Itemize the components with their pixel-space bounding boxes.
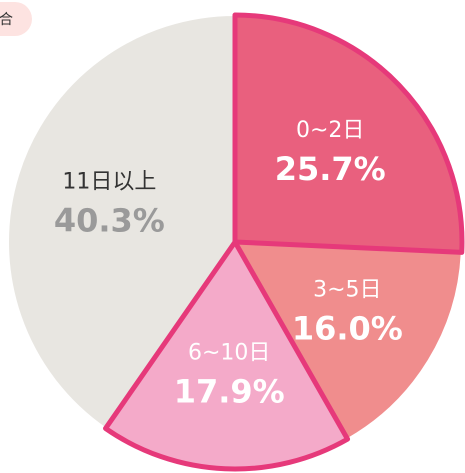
slice-highlight: [232, 12, 465, 255]
slice-value-label: 17.9%: [174, 373, 285, 411]
slice-value-label: 40.3%: [54, 202, 165, 240]
badge: [0, 2, 32, 36]
pie-slice: [233, 240, 463, 441]
pie-slice: [7, 13, 236, 430]
slice-label: 6~10日: [188, 341, 270, 366]
slice-label: 3~5日: [313, 278, 381, 303]
slice-label: 11日以上: [62, 170, 156, 195]
slice-value-label: 25.7%: [275, 150, 386, 188]
slice-value-label: 16.0%: [292, 310, 403, 348]
slice-highlight: [103, 239, 351, 472]
slice-label: 0~2日: [296, 118, 364, 143]
badge-text: 合: [0, 12, 13, 28]
